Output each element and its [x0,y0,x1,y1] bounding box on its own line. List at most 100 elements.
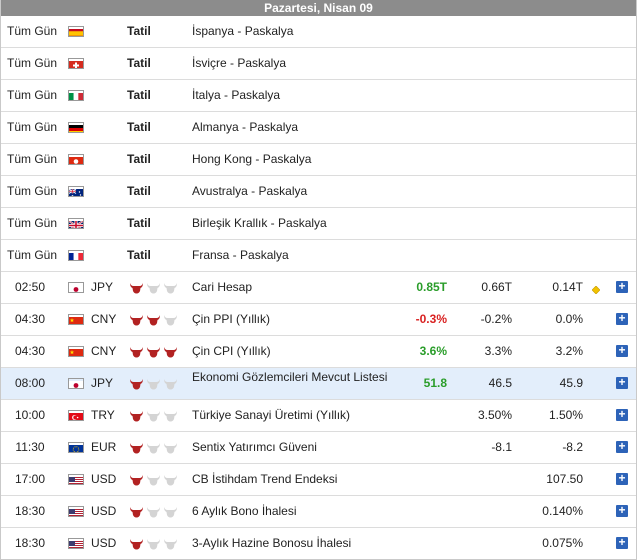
time-cell: Tüm Gün [7,56,58,70]
plus-icon[interactable]: + [616,472,628,485]
bull-icon [146,538,161,550]
event-name[interactable]: Almanya - Paskalya [192,120,299,134]
importance-rating [129,538,181,550]
event-row[interactable]: 04:30 CNY Çin PPI (Yıllık) -0.3% -0.2% 0.0% + [1,304,636,336]
holiday-status: Tatil [127,56,151,70]
event-name[interactable]: 6 Aylık Bono İhalesi [192,504,297,518]
event-name[interactable]: Türkiye Sanayi Üretimi (Yıllık) [192,408,351,422]
event-row[interactable]: 17:00 USD CB İstihdam Trend Endeksi 107.50 + [1,464,636,496]
event-row[interactable]: 10:00 TRY Türkiye Sanayi Üretimi (Yıllık) 3… [1,400,636,432]
actual-value: 3.6% [419,344,447,358]
holiday-row: Tüm Gün Tatil İspanya - Paskalya [1,16,636,48]
turkey-flag-icon [68,410,84,421]
time-cell: 17:00 [14,472,46,486]
plus-icon[interactable]: + [616,504,628,517]
bull-icon [146,506,161,518]
actual-value [397,432,447,463]
forecast-value [457,464,512,495]
event-name[interactable]: Sentix Yatırımcı Güveni [192,440,317,454]
plus-icon[interactable]: + [616,344,628,357]
holiday-row: Tüm Gün Tatil İsviçre - Paskalya [1,48,636,80]
holiday-status: Tatil [127,184,151,198]
previous-value: 1.50% [548,408,583,422]
bull-icon [129,442,144,454]
previous-value: 0.14T [552,280,583,294]
event-row[interactable]: 08:00 JPY Ekonomi Gözlemcileri Mevcut List… [1,368,636,400]
event-name[interactable]: Avustralya - Paskalya [192,184,308,198]
bull-icon [163,410,178,422]
bull-icon [146,410,161,422]
event-name[interactable]: Cari Hesap [192,280,253,294]
time-cell: 11:30 [15,440,45,454]
holiday-row: Tüm Gün Tatil Hong Kong - Paskalya [1,144,636,176]
bull-icon [146,474,161,486]
germany-flag-icon [68,122,84,133]
actual-value: 51.8 [423,376,447,390]
importance-rating [129,378,181,390]
currency-code: TRY [91,408,115,422]
holiday-status: Tatil [127,152,151,166]
forecast-value: 3.3% [484,344,512,358]
time-cell: 10:00 [14,408,46,422]
holiday-row: Tüm Gün Tatil Fransa - Paskalya [1,240,636,272]
importance-rating [129,410,181,422]
event-name[interactable]: Hong Kong - Paskalya [192,152,312,166]
event-name[interactable]: Birleşik Krallık - Paskalya [192,216,327,230]
importance-rating [129,282,181,294]
bull-icon [129,282,144,294]
holiday-status: Tatil [127,248,151,262]
time-cell: 08:00 [14,376,46,390]
hong-kong-flag-icon [68,154,84,165]
bull-icon [129,410,144,422]
importance-rating [129,442,181,454]
currency-code: EUR [91,440,117,454]
usa-flag-icon [68,506,84,517]
plus-icon[interactable]: + [616,376,628,389]
time-cell: Tüm Gün [7,24,58,38]
bull-icon [146,282,161,294]
event-name[interactable]: Çin PPI (Yıllık) [192,312,271,326]
importance-rating [129,314,181,326]
holiday-status: Tatil [127,120,151,134]
bull-icon [129,346,144,358]
japan-flag-icon [68,378,84,389]
plus-icon[interactable]: + [616,280,628,293]
event-name[interactable]: İtalya - Paskalya [192,88,281,102]
time-cell: Tüm Gün [7,152,58,166]
plus-icon[interactable]: + [616,440,628,453]
event-name[interactable]: CB İstihdam Trend Endeksi [192,472,338,486]
calendar-rows: Tüm Gün Tatil İspanya - Paskalya Tüm Gün Tat… [1,16,636,559]
previous-value: 0.140% [542,504,583,518]
japan-flag-icon [68,282,84,293]
forecast-value: 3.50% [477,408,512,422]
holiday-row: Tüm Gün Tatil İtalya - Paskalya [1,80,636,112]
event-name[interactable]: Ekonomi Gözlemcileri Mevcut Listesi [192,370,388,384]
bull-icon [163,474,178,486]
previous-value: 107.50 [546,472,583,486]
importance-rating [129,474,181,486]
event-row[interactable]: 04:30 CNY Çin CPI (Yıllık) 3.6% 3.3% 3.2% + [1,336,636,368]
time-cell: 02:50 [14,280,46,294]
switzerland-flag-icon [68,58,84,69]
bull-icon [163,442,178,454]
currency-code: CNY [91,312,117,326]
plus-icon[interactable]: + [616,408,628,421]
event-name[interactable]: Fransa - Paskalya [192,248,289,262]
event-name[interactable]: İsviçre - Paskalya [192,56,287,70]
plus-icon[interactable]: + [616,312,628,325]
event-name[interactable]: Çin CPI (Yıllık) [192,344,271,358]
time-cell: Tüm Gün [7,120,58,134]
event-name[interactable]: İspanya - Paskalya [192,24,294,38]
bull-icon [129,506,144,518]
event-row[interactable]: 02:50 JPY Cari Hesap 0.85T 0.66T 0.14T + [1,272,636,304]
time-cell: Tüm Gün [7,216,58,230]
event-row[interactable]: 11:30 EUR Sentix Yatırımcı Güveni -8.1 -8.2 + [1,432,636,464]
holiday-status: Tatil [127,24,151,38]
holiday-row: Tüm Gün Tatil Almanya - Paskalya [1,112,636,144]
currency-code: USD [91,504,117,518]
plus-icon[interactable]: + [616,536,628,549]
usa-flag-icon [68,474,84,485]
forecast-value [457,496,512,527]
event-row[interactable]: 18:30 USD 6 Aylık Bono İhalesi 0.140% + [1,496,636,528]
